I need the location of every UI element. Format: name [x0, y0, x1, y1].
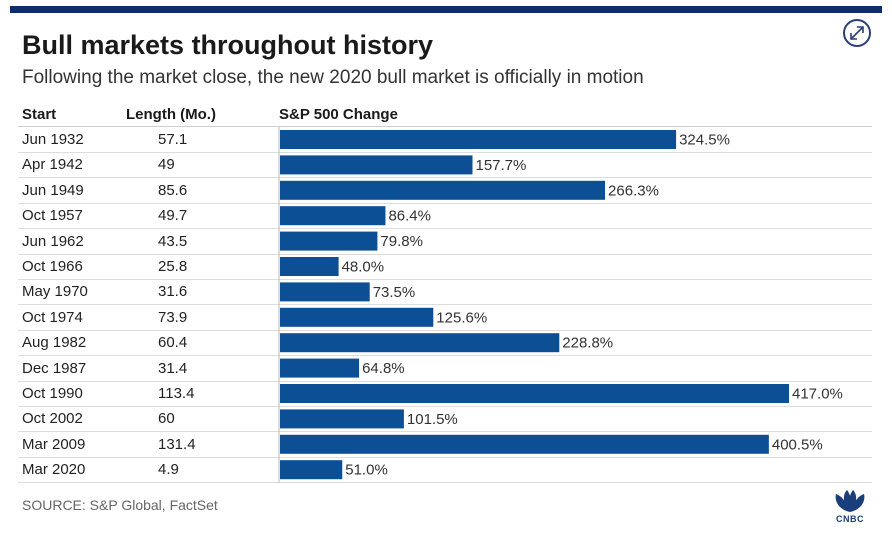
cnbc-logo: CNBC [826, 488, 874, 524]
bar [280, 384, 789, 403]
bar [280, 282, 370, 302]
bar [280, 206, 386, 226]
table-row: Oct 1990 113.4 [18, 381, 872, 407]
bar [280, 180, 606, 200]
bar-value-label: 86.4% [388, 208, 431, 225]
bar-value-label: 400.5% [772, 436, 823, 453]
table-row: Apr 1942 49 [18, 152, 872, 179]
table-row: Oct 2002 60 [18, 406, 872, 433]
start-date-label: Aug 1982 [22, 334, 87, 352]
length-months-value: 85.6 [158, 181, 188, 199]
top-accent-bar [10, 6, 882, 13]
table-row: Mar 2020 4.9 [18, 457, 872, 484]
start-date-label: Jun 1949 [22, 181, 84, 199]
table-row: Dec 1987 31.4 [18, 356, 872, 382]
bar-value-label: 157.7% [475, 157, 526, 174]
bar [280, 307, 434, 327]
start-date-label: Oct 1990 [22, 385, 83, 402]
length-months-value: 31.4 [158, 359, 188, 377]
table-row: Mar 2009 131.4 [18, 432, 872, 458]
table-row: May 1970 31.6 [18, 279, 872, 306]
table-row: Oct 1966 25.8 [18, 254, 872, 280]
chart-title: Bull markets throughout history [22, 30, 434, 60]
bar [280, 155, 473, 175]
length-months-value: 49.7 [158, 207, 188, 225]
column-header-change: S&P 500 Change [279, 106, 398, 123]
table-row: Jun 1962 43.5 [18, 229, 872, 255]
bar-value-label: 101.5% [407, 411, 458, 428]
start-date-label: Oct 1957 [22, 207, 83, 225]
length-months-value: 73.9 [158, 308, 188, 326]
bar-value-label: 417.0% [792, 386, 843, 403]
column-header-length: Length (Mo.) [126, 106, 216, 123]
start-date-label: Mar 2009 [22, 435, 86, 453]
bar-value-label: 51.0% [345, 462, 388, 479]
bar-value-label: 48.0% [342, 259, 385, 276]
start-date-label: Oct 1974 [22, 308, 83, 326]
length-months-value: 4.9 [158, 461, 179, 479]
bar-value-label: 228.8% [562, 335, 613, 352]
start-date-label: Mar 2020 [22, 461, 86, 479]
start-date-label: Apr 1942 [22, 156, 83, 174]
logo-text: CNBC [836, 514, 864, 524]
length-months-value: 60.4 [158, 334, 188, 352]
length-months-value: 131.4 [158, 435, 196, 453]
table-row: Jun 1932 57.1 [18, 127, 872, 153]
bar [280, 460, 343, 480]
table-row: Aug 1982 60.4 [18, 330, 872, 357]
chart-subtitle: Following the market close, the new 2020… [22, 67, 644, 88]
source-note: SOURCE: S&P Global, FactSet [22, 497, 218, 513]
length-months-value: 60 [158, 410, 175, 428]
table-row: Oct 1957 49.7 [18, 203, 872, 230]
bar-value-label: 266.3% [608, 182, 659, 199]
bar-value-label: 125.6% [436, 309, 487, 326]
start-date-label: Jun 1962 [22, 232, 84, 250]
start-date-label: Dec 1987 [22, 359, 87, 377]
peacock-logo-icon [835, 490, 865, 512]
bar [280, 434, 769, 454]
bar [280, 257, 339, 276]
column-header-start: Start [22, 106, 57, 123]
bar [280, 130, 677, 149]
length-months-value: 113.4 [158, 385, 195, 402]
bar [280, 333, 560, 353]
length-months-value: 57.1 [158, 131, 188, 148]
header-divider [18, 126, 872, 127]
bar [280, 358, 360, 378]
length-months-value: 25.8 [158, 258, 188, 275]
start-date-label: Jun 1932 [22, 131, 84, 148]
table-row: Jun 1949 85.6 [18, 178, 872, 204]
start-date-label: Oct 2002 [22, 410, 83, 428]
expand-button[interactable] [843, 19, 871, 47]
bar-value-label: 73.5% [373, 284, 416, 301]
bar [280, 231, 378, 251]
bar [280, 409, 404, 429]
length-months-value: 31.6 [158, 283, 188, 301]
start-date-label: Oct 1966 [22, 258, 83, 275]
table-row: Oct 1974 73.9 [18, 305, 872, 331]
bar-value-label: 79.8% [380, 233, 423, 250]
length-months-value: 43.5 [158, 232, 188, 250]
bar-value-label: 64.8% [362, 360, 405, 377]
length-months-value: 49 [158, 156, 175, 174]
start-date-label: May 1970 [22, 283, 88, 301]
expand-icon [850, 26, 864, 40]
bar-value-label: 324.5% [679, 132, 730, 149]
